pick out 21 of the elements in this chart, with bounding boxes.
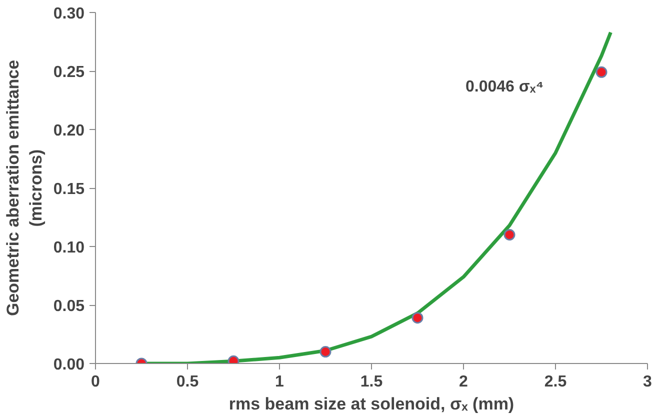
x-tick-label: 3 — [643, 374, 652, 390]
x-tick-label: 0.5 — [176, 374, 199, 390]
y-axis-title: Geometric aberration emittance (microns) — [4, 60, 46, 316]
annotation: 0.0046 σₓ⁴ — [466, 78, 544, 96]
x-axis-title: rms beam size at solenoid, σₓ (mm) — [228, 394, 514, 414]
x-tick-label: 2.5 — [544, 374, 567, 390]
point — [596, 66, 608, 78]
x-tick-label: 1 — [275, 374, 284, 390]
y-tick-label: 0.20 — [53, 122, 85, 140]
point — [412, 312, 424, 324]
y-tick-label: 0.00 — [53, 356, 85, 374]
y-tick-label: 0.30 — [53, 6, 85, 22]
y-tick-label: 0.05 — [53, 298, 85, 315]
point — [320, 346, 332, 358]
point — [504, 229, 516, 241]
y-tick-label: 0.15 — [53, 181, 85, 198]
y-tick-label: 0.25 — [53, 64, 85, 81]
x-tick-label: 0 — [91, 374, 100, 390]
y-tick-label: 0.10 — [53, 240, 85, 256]
x-tick-label: 1.5 — [360, 374, 383, 390]
x-tick-label: 2 — [459, 374, 468, 390]
